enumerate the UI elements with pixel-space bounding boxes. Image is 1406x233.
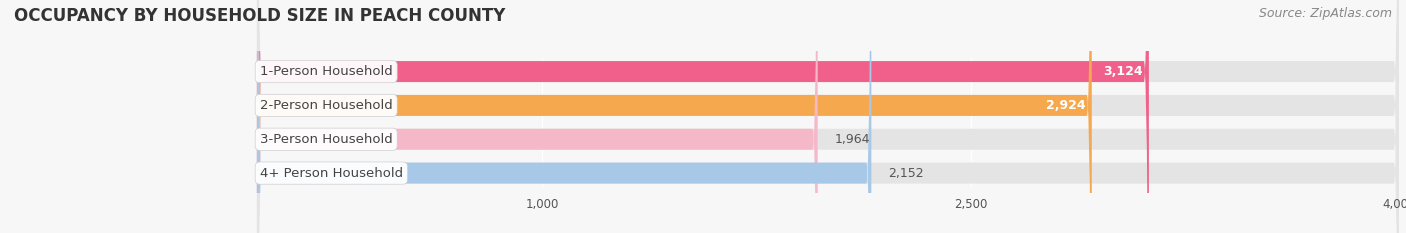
- FancyBboxPatch shape: [257, 0, 1399, 233]
- Text: 4+ Person Household: 4+ Person Household: [260, 167, 404, 180]
- Text: 1-Person Household: 1-Person Household: [260, 65, 392, 78]
- Text: 2,924: 2,924: [1046, 99, 1085, 112]
- Text: 1,964: 1,964: [835, 133, 870, 146]
- FancyBboxPatch shape: [257, 0, 1092, 233]
- FancyBboxPatch shape: [257, 0, 818, 233]
- FancyBboxPatch shape: [257, 0, 872, 233]
- FancyBboxPatch shape: [257, 0, 1399, 233]
- Text: 3-Person Household: 3-Person Household: [260, 133, 392, 146]
- Text: 2-Person Household: 2-Person Household: [260, 99, 392, 112]
- FancyBboxPatch shape: [257, 0, 1149, 233]
- Text: 2,152: 2,152: [889, 167, 924, 180]
- FancyBboxPatch shape: [257, 0, 1399, 233]
- Text: OCCUPANCY BY HOUSEHOLD SIZE IN PEACH COUNTY: OCCUPANCY BY HOUSEHOLD SIZE IN PEACH COU…: [14, 7, 505, 25]
- Text: Source: ZipAtlas.com: Source: ZipAtlas.com: [1258, 7, 1392, 20]
- Text: 3,124: 3,124: [1104, 65, 1143, 78]
- FancyBboxPatch shape: [257, 0, 1399, 233]
